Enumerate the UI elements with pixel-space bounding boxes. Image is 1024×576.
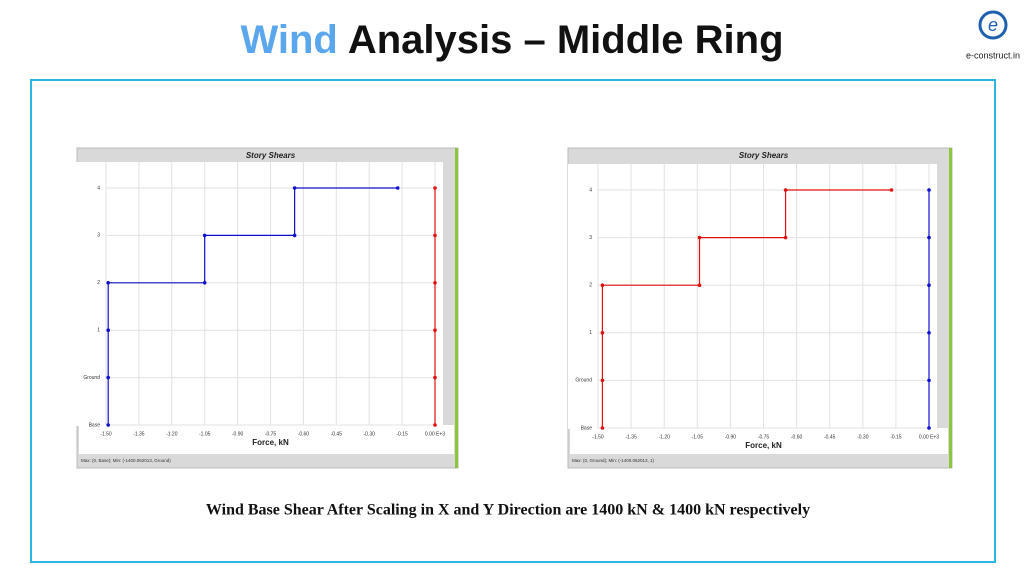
data-point (433, 375, 437, 380)
x-axis-label: Force, kN (252, 438, 289, 447)
title-rest: Analysis – Middle Ring (348, 18, 784, 62)
step-corner (292, 186, 297, 190)
y-tick-label: Ground (575, 378, 592, 384)
x-tick-label: -0.15 (396, 431, 408, 437)
step-corner (106, 281, 110, 285)
x-tick-label: -0.60 (791, 434, 803, 440)
data-point (433, 423, 437, 427)
data-point (927, 283, 931, 288)
data-point (600, 331, 605, 335)
x-tick-label: -0.90 (232, 431, 244, 437)
chart: Story Shears -1.50 -1.35 -1.20 -1.05 -0.90 -0.… (567, 147, 953, 469)
step-corner (783, 188, 788, 192)
step-corner (600, 283, 605, 288)
logo-text: e-construct.in (966, 50, 1020, 60)
data-point (889, 188, 894, 192)
data-point (927, 426, 931, 430)
data-point (433, 233, 437, 238)
content-frame (30, 79, 996, 563)
y-tick-label: 4 (97, 185, 100, 191)
data-point (106, 375, 110, 380)
data-point (292, 233, 297, 238)
chart-title: Story Shears (246, 151, 296, 160)
data-point (433, 186, 437, 190)
chart: Story Shears -1.50 -1.35 -1.20 -1.05 -0.90 -0.… (76, 147, 459, 469)
data-point (927, 331, 931, 335)
data-point (927, 378, 931, 383)
y-tick-label: 3 (97, 233, 100, 239)
data-point (783, 235, 788, 240)
x-tick-label: -1.20 (658, 434, 670, 440)
plot-area (76, 162, 443, 426)
x-tick-label: -1.50 (100, 431, 112, 437)
y-tick-label: 1 (97, 328, 100, 334)
x-tick-label: -0.30 (857, 434, 869, 440)
y-tick-label: 1 (589, 330, 592, 336)
slide-title: Wind Analysis – Middle Ring (240, 18, 783, 62)
x-tick-label: 0.00 E+3 (919, 434, 939, 440)
x-tick-label: -1.05 (692, 434, 704, 440)
y-tick-label: 2 (97, 280, 100, 286)
y-tick-label: Base (581, 425, 593, 431)
data-point (433, 328, 437, 333)
plot-area-lower (570, 428, 948, 454)
x-tick-label: -1.35 (133, 431, 145, 437)
plot-area-lower (79, 425, 454, 454)
logo-mark (978, 10, 1008, 40)
data-point (927, 188, 931, 192)
caption: Wind Base Shear After Scaling in X and Y… (206, 502, 810, 519)
x-tick-label: -0.60 (298, 431, 310, 437)
x-tick-label: -1.05 (199, 431, 211, 437)
y-tick-label: 2 (589, 283, 592, 289)
y-tick-label: Base (89, 422, 101, 428)
x-tick-label: -1.50 (592, 434, 604, 440)
data-point (697, 283, 702, 288)
logo-letter: e (988, 15, 998, 35)
data-point (106, 423, 110, 427)
x-tick-label: -0.90 (725, 434, 737, 440)
x-axis-label: Force, kN (745, 441, 782, 450)
title-highlight: Wind (240, 18, 337, 62)
x-tick-label: -0.15 (890, 434, 902, 440)
data-point (433, 281, 437, 285)
y-tick-label: Ground (83, 375, 100, 381)
data-point (600, 426, 605, 430)
x-tick-label: -0.75 (758, 434, 770, 440)
y-tick-label: 3 (589, 235, 592, 241)
data-point (202, 281, 207, 285)
x-tick-label: -1.35 (625, 434, 637, 440)
x-tick-label: -0.45 (331, 431, 343, 437)
x-tick-label: -0.45 (824, 434, 836, 440)
x-tick-label: -0.75 (265, 431, 277, 437)
plot-area (568, 164, 937, 429)
status-text: Max: (0, Base); Min: (-1400.062013, Grou… (81, 458, 171, 463)
data-point (106, 328, 110, 333)
data-point (600, 378, 605, 383)
edge-bar (455, 148, 458, 468)
step-corner (202, 233, 207, 238)
edge-bar (949, 148, 952, 468)
logo: e e-construct.in (966, 10, 1020, 60)
step-corner (697, 235, 702, 240)
y-tick-label: 4 (589, 187, 592, 193)
status-text: Max: (0, Ground); Min: (-1400.062013, 1) (572, 458, 655, 463)
data-point (927, 235, 931, 240)
chart-title: Story Shears (739, 151, 789, 160)
x-tick-label: -1.20 (166, 431, 178, 437)
x-tick-label: 0.00 E+3 (425, 431, 445, 437)
data-point (395, 186, 400, 190)
x-tick-label: -0.30 (363, 431, 375, 437)
